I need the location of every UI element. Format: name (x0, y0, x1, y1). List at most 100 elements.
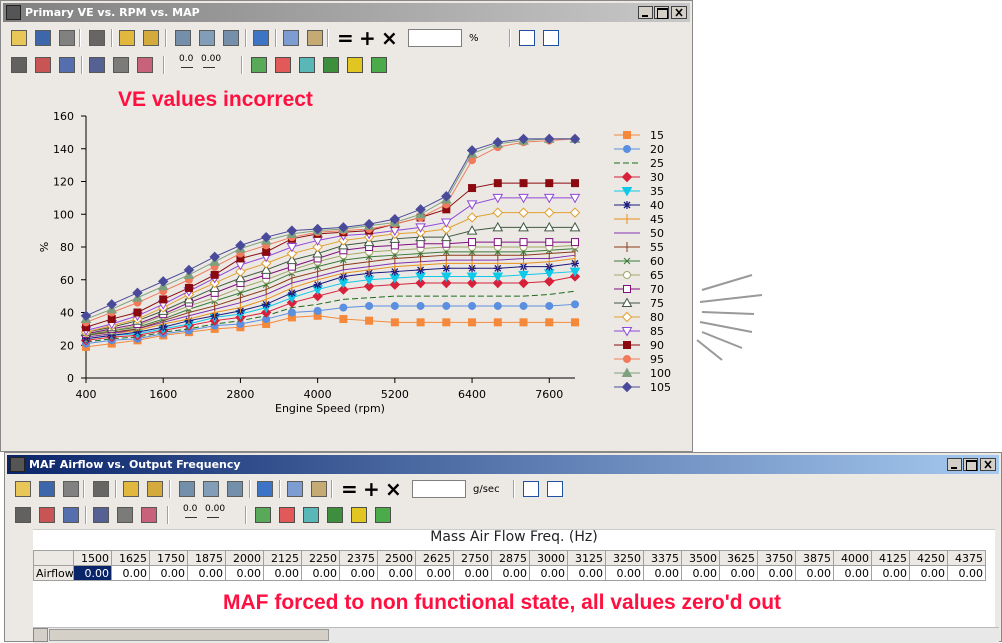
toolbar-button[interactable] (323, 57, 339, 73)
toolbar-button[interactable] (287, 481, 303, 497)
toolbar-label[interactable]: 0.0 (179, 54, 194, 64)
toolbar-button[interactable] (59, 57, 75, 73)
toolbar-label[interactable]: 0.00 (201, 54, 222, 64)
toolbar-button[interactable] (375, 507, 391, 523)
toolbar-button[interactable] (93, 481, 109, 497)
toolbar-button[interactable] (39, 507, 55, 523)
toolbar-button[interactable] (279, 507, 295, 523)
toolbar-button[interactable] (519, 30, 535, 46)
toolbar-button[interactable] (39, 481, 55, 497)
toolbar-label[interactable]: 0.0 (183, 504, 198, 514)
toolbar-button[interactable] (311, 481, 327, 497)
toolbar-button[interactable] (523, 481, 539, 497)
toolbar-symbol[interactable]: + (363, 477, 380, 501)
toolbar-button[interactable] (351, 507, 367, 523)
value-cell[interactable]: 0.00 (947, 565, 986, 581)
value-cell[interactable]: 0.00 (187, 565, 226, 581)
toolbar-button[interactable] (141, 507, 157, 523)
toolbar-button[interactable] (147, 481, 163, 497)
toolbar-button[interactable] (175, 30, 191, 46)
minimize-button[interactable] (947, 458, 962, 471)
toolbar-button[interactable] (89, 57, 105, 73)
toolbar-button[interactable] (117, 507, 133, 523)
x-axis-label: Engine Speed (rpm) (275, 402, 385, 415)
toolbar-button[interactable] (11, 57, 27, 73)
value-cell[interactable]: 0.00 (339, 565, 378, 581)
value-cell[interactable]: 0.00 (909, 565, 948, 581)
toolbar-symbol[interactable]: × (381, 26, 398, 50)
value-cell[interactable]: 0.00 (529, 565, 568, 581)
value-cell[interactable]: 0.00 (567, 565, 606, 581)
value-cell[interactable]: 0.00 (111, 565, 150, 581)
toolbar-button[interactable] (93, 507, 109, 523)
toolbar-button[interactable] (113, 57, 129, 73)
value-cell[interactable]: 0.00 (871, 565, 910, 581)
value-cell[interactable]: 0.00 (491, 565, 530, 581)
toolbar-button[interactable] (543, 30, 559, 46)
value-cell[interactable]: 0.00 (605, 565, 644, 581)
value-cell[interactable]: 0.00 (719, 565, 758, 581)
toolbar-button[interactable] (251, 57, 267, 73)
column-header: 2250 (301, 550, 340, 566)
toolbar-button[interactable] (303, 507, 319, 523)
toolbar-button[interactable] (227, 481, 243, 497)
toolbar-button[interactable] (63, 507, 79, 523)
toolbar-button[interactable] (15, 481, 31, 497)
value-cell[interactable]: 0.00 (225, 565, 264, 581)
toolbar-button[interactable] (35, 30, 51, 46)
value-cell[interactable]: 0.00 (643, 565, 682, 581)
toolbar-button[interactable] (275, 57, 291, 73)
close-button[interactable] (980, 458, 996, 471)
value-cell[interactable]: 0.00 (757, 565, 796, 581)
toolbar-button[interactable] (307, 30, 323, 46)
minimize-button[interactable] (638, 6, 653, 19)
toolbar-button[interactable] (347, 57, 363, 73)
value-cell[interactable]: 0.00 (301, 565, 340, 581)
value-cell[interactable]: 0.00 (377, 565, 416, 581)
toolbar-button[interactable] (371, 57, 387, 73)
toolbar-button[interactable] (253, 30, 269, 46)
value-cell[interactable]: 0.00 (453, 565, 492, 581)
legend-marker (623, 341, 631, 349)
toolbar-button[interactable] (143, 30, 159, 46)
toolbar-button[interactable] (89, 30, 105, 46)
toolbar-button[interactable] (179, 481, 195, 497)
toolbar-button[interactable] (203, 481, 219, 497)
toolbar-button[interactable] (283, 30, 299, 46)
toolbar-button[interactable] (15, 507, 31, 523)
toolbar-symbol[interactable]: + (359, 26, 376, 50)
toolbar-button[interactable] (547, 481, 563, 497)
toolbar-label[interactable]: 0.00 (205, 504, 226, 514)
value-cell[interactable]: 0.00 (795, 565, 834, 581)
toolbar-button[interactable] (59, 30, 75, 46)
toolbar-symbol[interactable]: = (337, 26, 354, 50)
close-button[interactable] (671, 6, 687, 19)
maximize-button[interactable] (654, 6, 669, 19)
toolbar-button[interactable] (119, 30, 135, 46)
toolbar-button[interactable] (137, 57, 153, 73)
value-cell[interactable]: 0.00 (681, 565, 720, 581)
toolbar-button[interactable] (63, 481, 79, 497)
value-cell[interactable]: 0.00 (415, 565, 454, 581)
value-cell[interactable]: 0.00 (263, 565, 302, 581)
value-input[interactable] (408, 29, 462, 47)
toolbar-button[interactable] (11, 30, 27, 46)
value-cell[interactable]: 0.00 (73, 565, 112, 581)
toolbar-button[interactable] (255, 507, 271, 523)
toolbar-button[interactable] (35, 57, 51, 73)
value-cell[interactable]: 0.00 (149, 565, 188, 581)
toolbar-symbol[interactable]: = (341, 477, 358, 501)
column-header: 2500 (377, 550, 416, 566)
toolbar-button[interactable] (299, 57, 315, 73)
toolbar-button[interactable] (123, 481, 139, 497)
maximize-button[interactable] (963, 458, 978, 471)
toolbar-button[interactable] (223, 30, 239, 46)
toolbar-button[interactable] (327, 507, 343, 523)
data-point (518, 277, 529, 289)
toolbar-button[interactable] (257, 481, 273, 497)
horizontal-scrollbar[interactable] (33, 627, 999, 643)
value-input[interactable] (412, 480, 466, 498)
toolbar-symbol[interactable]: × (385, 477, 402, 501)
value-cell[interactable]: 0.00 (833, 565, 872, 581)
toolbar-button[interactable] (199, 30, 215, 46)
